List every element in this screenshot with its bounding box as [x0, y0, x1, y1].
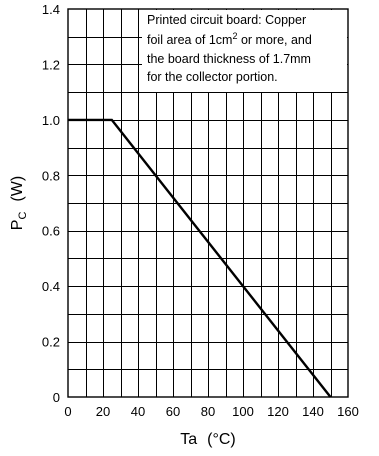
x-tick-label: 60 [166, 404, 180, 419]
x-tick-label: 100 [232, 404, 254, 419]
y-axis-label-subscript: C [17, 212, 29, 220]
y-tick-label: 0.2 [42, 335, 60, 350]
annotation-line-2-text: foil area of 1cm [147, 33, 232, 47]
x-tick-label: 160 [337, 404, 359, 419]
annotation-line-1: Printed circuit board: Copper [147, 13, 306, 27]
x-tick-label: 80 [201, 404, 215, 419]
annotation-superscript: 2 [232, 31, 237, 41]
annotation-background [142, 10, 347, 92]
x-tick-label: 0 [64, 404, 71, 419]
annotation-line-2-suffix: or more, and [237, 33, 311, 47]
x-tick-label: 120 [267, 404, 289, 419]
y-axis-label-unit: (W) [9, 176, 26, 202]
y-tick-label: 0 [53, 390, 60, 405]
plot-frame [67, 8, 349, 398]
x-axis-label-unit: (°C) [207, 431, 236, 448]
y-tick-label: 0.8 [42, 168, 60, 183]
x-axis-label-name: Ta [180, 431, 197, 448]
y-tick-label: 0.4 [42, 279, 60, 294]
x-tick-label: 40 [131, 404, 145, 419]
y-tick-label: 1.2 [42, 57, 60, 72]
x-tick-label: 140 [302, 404, 324, 419]
y-tick-labels: 0 0.2 0.4 0.6 0.8 1.0 1.2 1.4 [42, 2, 60, 405]
x-axis-label: Ta (°C) [180, 431, 236, 448]
y-axis-label: PC (W) [9, 176, 29, 230]
x-tick-labels: 0 20 40 60 80 100 120 140 160 [64, 404, 358, 419]
x-tick-label: 20 [96, 404, 110, 419]
y-axis-label-name: P [9, 220, 26, 231]
annotation-box: Printed circuit board: Copper foil area … [142, 10, 347, 92]
annotation-line-4: for the collector portion. [147, 70, 278, 84]
y-tick-label: 0.6 [42, 224, 60, 239]
y-tick-label: 1.4 [42, 2, 60, 17]
y-tick-label: 1.0 [42, 113, 60, 128]
annotation-line-3: the board thickness of 1.7mm [147, 52, 311, 66]
annotation-line-2: foil area of 1cm2 or more, and [147, 31, 312, 47]
series-line-pc-vs-ta [68, 118, 332, 398]
